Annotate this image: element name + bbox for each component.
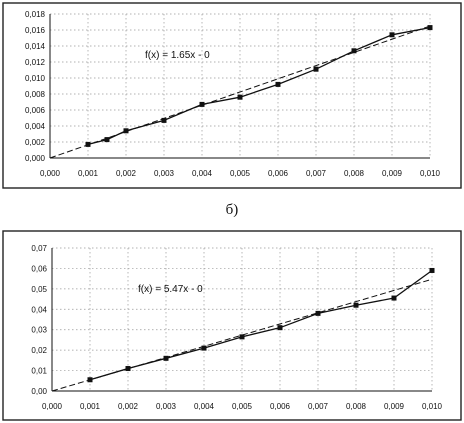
chart-b-y-tick-label: 0,06 xyxy=(31,264,47,273)
chart-b-x-tick-label: 0,002 xyxy=(118,402,139,411)
chart-a-frame xyxy=(2,2,462,189)
chart-b-x-tick-label: 0,008 xyxy=(346,402,367,411)
chart-b-point xyxy=(201,345,207,351)
chart-a-trendline-label: f(x) = 1.65x - 0 xyxy=(145,50,210,61)
chart-a-point xyxy=(427,25,433,31)
chart-a-point xyxy=(237,94,243,100)
chart-a-y-tick-label: 0,004 xyxy=(25,122,46,131)
chart-a-y-tick-label: 0,012 xyxy=(25,58,46,67)
chart-a-y-tick-label: 0,006 xyxy=(25,106,46,115)
chart-a-x-tick-label: 0,008 xyxy=(344,169,365,178)
chart-a-y-tick-label: 0,010 xyxy=(25,74,46,83)
chart-b-frame xyxy=(2,230,462,421)
chart-a-point xyxy=(85,141,91,147)
chart-b-y-tick-label: 0,05 xyxy=(31,285,47,294)
chart-a-x-tick-label: 0,001 xyxy=(78,169,99,178)
chart-a-x-tick-label: 0,009 xyxy=(382,169,403,178)
chart-b-point xyxy=(429,267,435,273)
chart-b-point xyxy=(163,355,169,361)
chart-a-x-tick-label: 0,010 xyxy=(420,169,441,178)
chart-a: 0,000 0,002 0,004 0,006 0,008 0,010 0,012 0,014… xyxy=(0,0,464,195)
chart-b-x-tick-label: 0,005 xyxy=(232,402,253,411)
chart-b-x-tick-label: 0,004 xyxy=(194,402,215,411)
chart-b-svg: 0,00 0,01 0,02 0,03 0,04 0,05 0,06 0,07 0,000 0,0… xyxy=(2,230,462,421)
chart-b-series-line xyxy=(89,269,433,381)
chart-b-x-tick-label: 0,001 xyxy=(80,402,101,411)
chart-b-point xyxy=(353,302,359,308)
chart-a-x-tick-label: 0,004 xyxy=(192,169,213,178)
chart-a-x-tick-label: 0,005 xyxy=(230,169,251,178)
chart-b-x-tick-label: 0,009 xyxy=(384,402,405,411)
chart-b-point xyxy=(391,295,397,301)
chart-a-y-tick-label: 0,014 xyxy=(25,42,46,51)
chart-b-x-tick-label: 0,006 xyxy=(270,402,291,411)
chart-a-series-line xyxy=(87,26,431,146)
chart-b-x-tick-label: 0,007 xyxy=(308,402,329,411)
chart-a-point xyxy=(199,101,205,107)
chart-a-x-tick-label: 0,003 xyxy=(154,169,175,178)
chart-b-y-tick-label: 0,00 xyxy=(31,387,47,396)
chart-a-y-tick-label: 0,018 xyxy=(25,10,46,19)
chart-b: 0,00 0,01 0,02 0,03 0,04 0,05 0,06 0,07 0,000 0,0… xyxy=(0,228,464,423)
chart-b-point xyxy=(87,377,93,383)
chart-b-y-tick-label: 0,04 xyxy=(31,305,47,314)
chart-a-x-tick-label: 0,002 xyxy=(116,169,137,178)
chart-a-y-tick-label: 0,002 xyxy=(25,138,46,147)
chart-a-point xyxy=(351,48,357,54)
chart-b-point xyxy=(239,334,245,340)
figure-caption: б) xyxy=(225,202,239,218)
chart-b-x-tick-label: 0,000 xyxy=(42,402,63,411)
chart-b-y-tick-label: 0,07 xyxy=(31,244,47,253)
chart-b-y-tick-label: 0,03 xyxy=(31,326,47,335)
chart-a-y-tick-label: 0,008 xyxy=(25,90,46,99)
chart-a-point xyxy=(123,128,129,134)
chart-b-point xyxy=(125,366,131,372)
chart-a-point xyxy=(104,137,110,143)
chart-b-x-tick-label: 0,003 xyxy=(156,402,177,411)
chart-a-svg: 0,000 0,002 0,004 0,006 0,008 0,010 0,012 0,014… xyxy=(2,2,462,189)
chart-a-point xyxy=(161,117,167,123)
chart-b-x-tick-label: 0,010 xyxy=(422,402,443,411)
chart-b-point xyxy=(277,325,283,331)
chart-a-x-tick-label: 0,006 xyxy=(268,169,289,178)
chart-b-y-tick-label: 0,02 xyxy=(31,346,47,355)
chart-a-x-tick-label: 0,007 xyxy=(306,169,327,178)
chart-a-point xyxy=(313,66,319,72)
chart-b-point xyxy=(315,310,321,316)
chart-a-point xyxy=(389,32,395,38)
chart-a-x-tick-label: 0,000 xyxy=(40,169,61,178)
chart-b-trendline-label: f(x) = 5.47x - 0 xyxy=(138,284,203,295)
chart-b-y-tick-label: 0,01 xyxy=(31,367,47,376)
chart-a-y-tick-label: 0,000 xyxy=(25,154,46,163)
chart-a-y-tick-label: 0,016 xyxy=(25,26,46,35)
chart-a-point xyxy=(275,81,281,87)
